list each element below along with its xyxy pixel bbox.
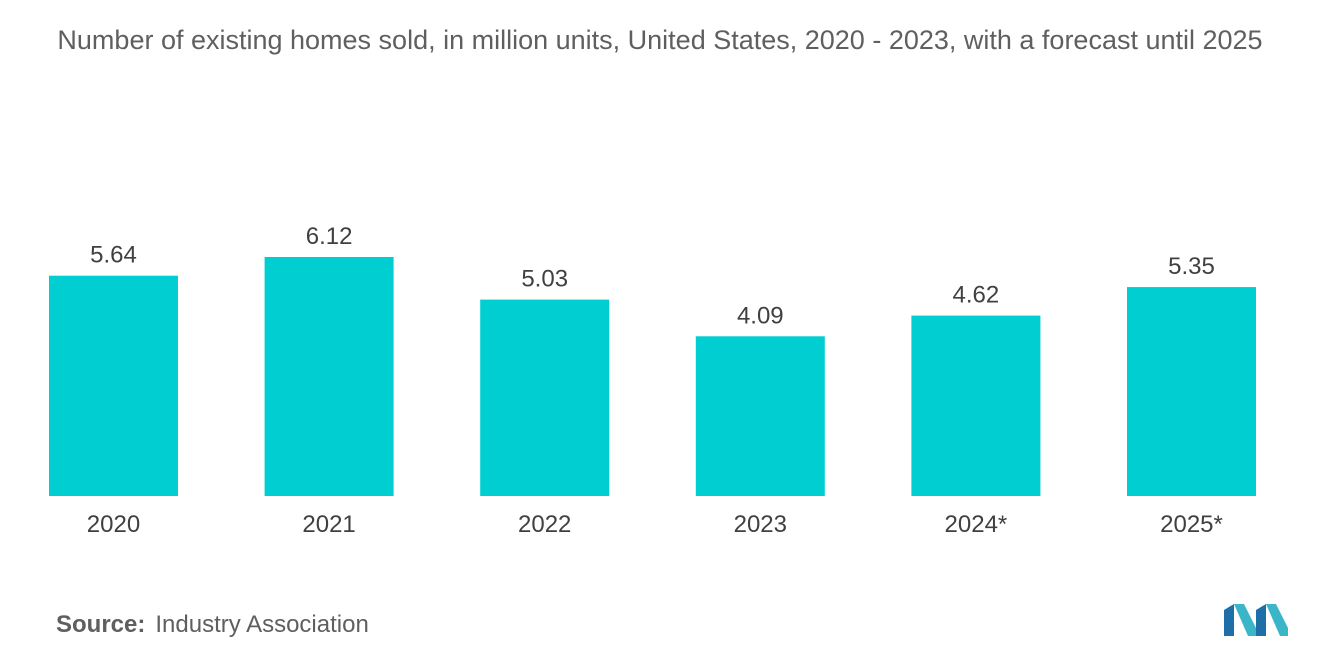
bar-2022 — [480, 299, 610, 496]
x-tick-label: 2021 — [302, 511, 355, 538]
bar-2025 — [1127, 287, 1256, 496]
x-axis-tick-labels: 2020 2021 2022 2023 2024* 2025* — [87, 511, 1223, 538]
bar-2023 — [695, 336, 825, 496]
bars-group — [49, 257, 1256, 496]
x-tick-label: 2025* — [1160, 511, 1223, 538]
bar-value-label: 5.64 — [90, 242, 137, 269]
x-tick-label: 2023 — [734, 511, 787, 538]
bar-chart: 5.646.125.034.094.625.35 2020 2021 2022 202… — [49, 223, 1256, 538]
bar-value-label: 5.35 — [1168, 253, 1215, 280]
chart-title: Number of existing homes sold, in millio… — [57, 25, 1263, 55]
source-value: Industry Association — [155, 611, 369, 638]
value-labels-group: 5.64 6.12 5.03 4.09 4.62 5.35 — [90, 223, 1215, 329]
bar-value-label: 4.62 — [953, 282, 1000, 309]
x-tick-label: 2020 — [87, 511, 140, 538]
x-tick-label: 2024* — [945, 511, 1008, 538]
bar-2024 — [911, 315, 1041, 496]
source-label: Source: — [56, 611, 146, 638]
bar-2021 — [264, 257, 394, 496]
bar-value-label: 4.09 — [737, 302, 784, 329]
bar-2020 — [49, 275, 178, 496]
bar-value-label: 5.03 — [521, 266, 568, 293]
bar-value-label: 6.12 — [306, 223, 353, 250]
mordor-logo-icon — [1224, 604, 1288, 636]
source-note: Source: Industry Association — [56, 611, 369, 639]
x-tick-label: 2022 — [518, 511, 571, 538]
